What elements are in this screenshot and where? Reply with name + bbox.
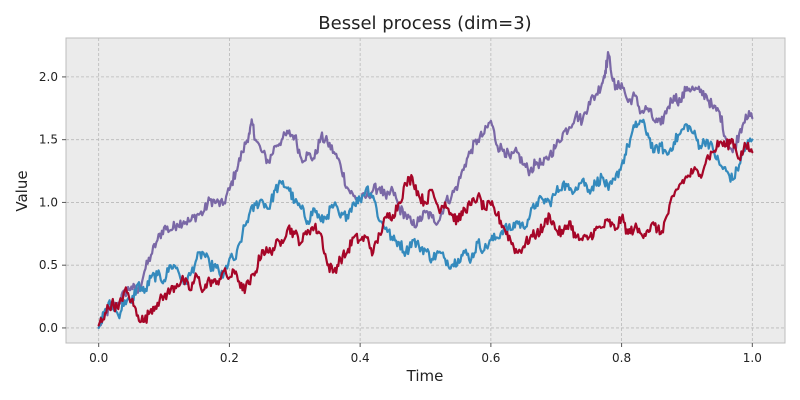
y-tick-label: 1.5	[39, 133, 58, 147]
x-tick-label: 1.0	[743, 351, 762, 365]
x-tick-label: 0.8	[612, 351, 631, 365]
x-axis-label: Time	[406, 367, 444, 385]
series-layer	[97, 51, 754, 329]
y-tick-label: 2.0	[39, 70, 58, 84]
y-tick-label: 0.0	[39, 321, 58, 335]
x-tick-label: 0.2	[220, 351, 239, 365]
chart-title: Bessel process (dim=3)	[318, 13, 531, 34]
ticks: 0.0 0.2 0.4 0.6 0.8 1.0 0.0 0.5 1.0 1.5 2.0	[39, 70, 762, 365]
series-line-2	[97, 118, 754, 329]
y-tick-label: 1.0	[39, 195, 58, 209]
y-axis-label: Value	[13, 170, 31, 211]
y-tick-label: 0.5	[39, 258, 58, 272]
series-line-3	[97, 137, 754, 327]
plot-area	[65, 37, 786, 344]
x-tick-label: 0.4	[351, 351, 370, 365]
x-tick-label: 0.0	[89, 351, 108, 365]
x-tick-label: 0.6	[481, 351, 500, 365]
series-line-1	[97, 51, 754, 329]
